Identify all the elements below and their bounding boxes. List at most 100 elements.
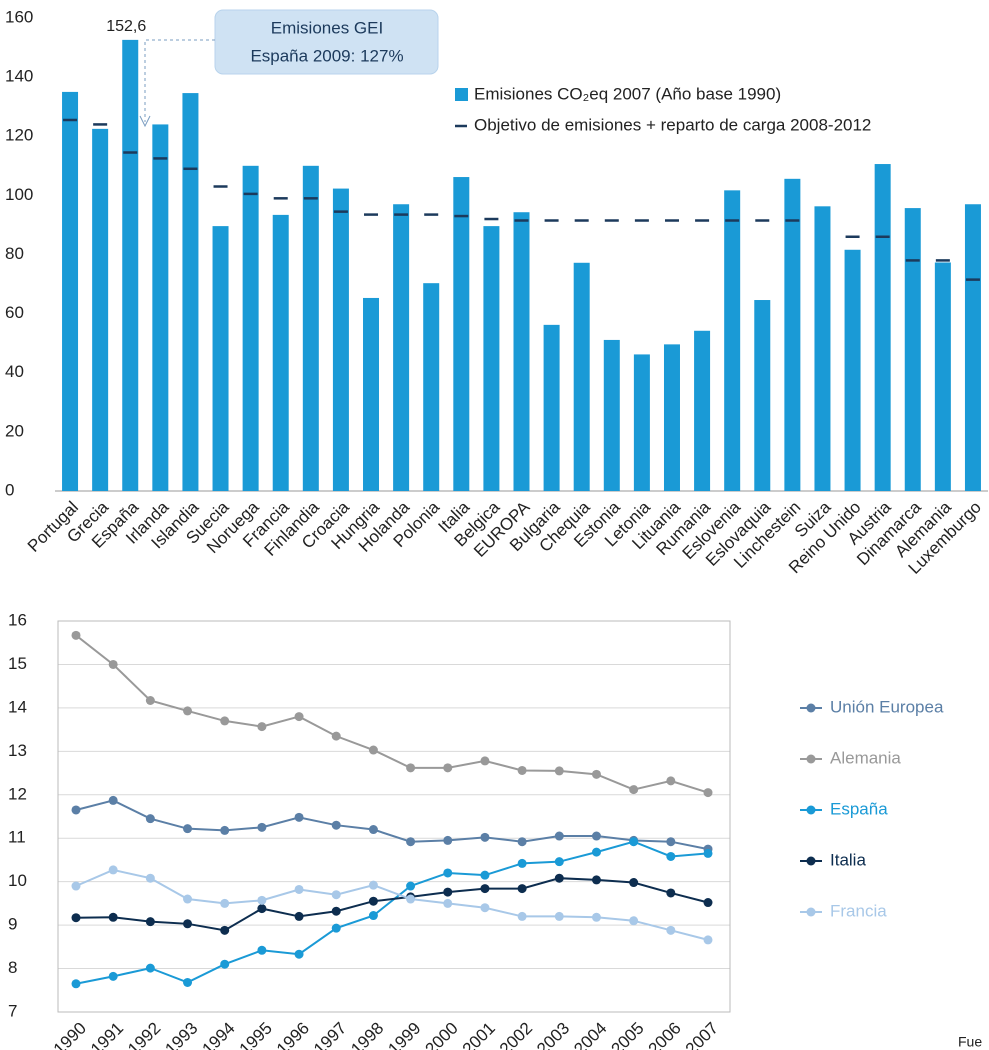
x-tick-label: 1996	[273, 1019, 313, 1050]
bar	[363, 297, 380, 491]
point	[294, 884, 304, 894]
bar	[754, 300, 771, 491]
legend-marker	[806, 703, 816, 713]
bar	[603, 339, 620, 491]
legend-label: Emisiones CO₂eq 2007 (Año base 1990)	[474, 84, 781, 103]
x-tick-label: 1998	[347, 1019, 387, 1050]
point	[294, 949, 304, 959]
y-tick-label: 40	[5, 362, 24, 381]
legend-label: Italia	[830, 850, 866, 869]
point	[629, 837, 639, 847]
arrow-head	[139, 115, 151, 128]
point	[666, 776, 676, 786]
point	[443, 887, 453, 897]
point	[666, 851, 676, 861]
point	[554, 857, 564, 867]
point	[183, 894, 193, 904]
x-tick-label: 2007	[682, 1019, 722, 1050]
bar	[182, 93, 199, 492]
point	[183, 824, 193, 834]
bar	[633, 354, 650, 491]
y-tick-label: 12	[8, 784, 27, 803]
bar	[212, 226, 229, 491]
point	[294, 911, 304, 921]
y-tick-label: 140	[5, 67, 33, 86]
point	[517, 884, 527, 894]
series-line	[75, 840, 709, 985]
point	[108, 971, 118, 981]
y-tick-label: 20	[5, 421, 24, 440]
point	[591, 831, 601, 841]
point	[368, 880, 378, 890]
bar	[694, 330, 711, 491]
point	[406, 881, 416, 891]
y-tick-label: 0	[5, 480, 14, 499]
point	[517, 837, 527, 847]
point	[443, 898, 453, 908]
x-tick-label: 2005	[607, 1019, 647, 1050]
bar	[543, 324, 560, 491]
point	[257, 822, 267, 832]
point	[331, 890, 341, 900]
point	[220, 825, 230, 835]
point	[666, 925, 676, 935]
point	[480, 832, 490, 842]
y-tick-label: 7	[8, 1001, 17, 1020]
x-tick-label: 2006	[645, 1019, 685, 1050]
point	[220, 716, 230, 726]
bar	[844, 249, 861, 491]
point	[480, 870, 490, 880]
bar	[964, 204, 981, 491]
bar	[302, 165, 319, 491]
point	[257, 722, 267, 732]
x-tick-label: 1994	[199, 1019, 239, 1050]
x-tick-label: 1997	[310, 1019, 350, 1050]
point	[666, 888, 676, 898]
x-tick-label: 2003	[533, 1019, 573, 1050]
point	[145, 963, 155, 973]
point	[145, 917, 155, 927]
bar	[62, 91, 79, 491]
bar	[92, 128, 109, 491]
point	[703, 935, 713, 945]
y-tick-label: 8	[8, 958, 17, 977]
point	[331, 731, 341, 741]
point	[331, 906, 341, 916]
y-tick-label: 11	[8, 828, 26, 847]
bar	[483, 226, 500, 491]
annotation-arrow	[144, 39, 215, 122]
y-tick-label: 16	[8, 610, 27, 629]
bar	[453, 177, 470, 491]
point	[220, 925, 230, 935]
series-line	[75, 634, 709, 794]
legend-marker	[806, 856, 816, 866]
legend-label: Objetivo de emisiones + reparto de carga…	[474, 115, 871, 134]
legend-swatch	[455, 88, 468, 101]
point	[591, 875, 601, 885]
point	[443, 835, 453, 845]
point	[554, 831, 564, 841]
point	[183, 919, 193, 929]
legend-label: Alemania	[830, 748, 901, 767]
source-fragment: Fue	[958, 1034, 982, 1050]
bar	[423, 283, 440, 491]
y-tick-label: 120	[5, 126, 33, 145]
point	[71, 979, 81, 989]
point	[145, 814, 155, 824]
point	[368, 825, 378, 835]
bar	[874, 164, 891, 491]
point	[591, 769, 601, 779]
x-tick-label: 1992	[124, 1019, 164, 1050]
y-tick-label: 160	[5, 7, 33, 26]
bar	[573, 262, 590, 491]
point	[108, 865, 118, 875]
annotation-text: España 2009: 127%	[250, 46, 403, 65]
point	[71, 881, 81, 891]
x-tick-label: 2004	[570, 1019, 610, 1050]
y-tick-label: 10	[8, 871, 27, 890]
point	[591, 847, 601, 857]
point	[257, 895, 267, 905]
point	[108, 795, 118, 805]
legend-label: España	[830, 799, 888, 818]
